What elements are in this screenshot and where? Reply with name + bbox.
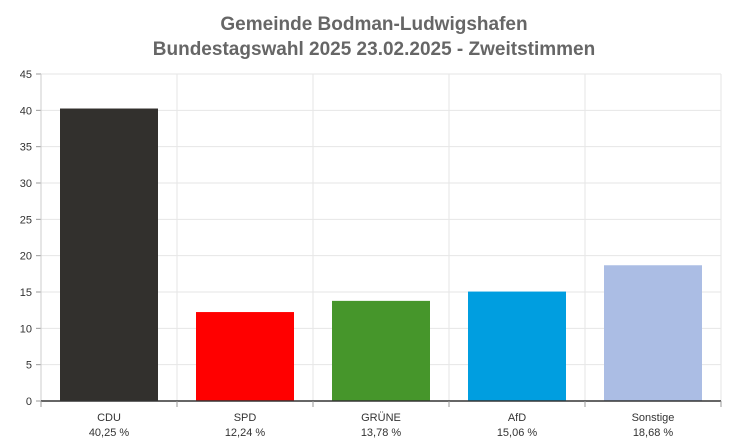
bar-cdu xyxy=(60,108,158,402)
y-tick-label: 45 xyxy=(20,69,32,81)
value-label: 15,06 % xyxy=(497,427,538,439)
x-tick-label: CDU xyxy=(97,412,121,424)
y-tick-label: 25 xyxy=(20,214,32,226)
bar-grüne xyxy=(332,300,430,401)
y-tick-label: 0 xyxy=(26,396,32,408)
y-tick-label: 30 xyxy=(20,178,32,190)
chart-subtitle: Bundestagswahl 2025 23.02.2025 - Zweitst… xyxy=(152,39,596,60)
y-tick-label: 35 xyxy=(20,142,32,154)
value-label: 40,25 % xyxy=(89,427,130,439)
bar-spd xyxy=(196,312,294,401)
bar-afd xyxy=(468,291,566,401)
y-tick-label: 10 xyxy=(20,323,32,335)
y-tick-label: 20 xyxy=(20,251,32,263)
y-tick-label: 15 xyxy=(20,287,32,299)
x-tick-label: AfD xyxy=(508,412,526,424)
value-label: 13,78 % xyxy=(361,427,402,439)
y-tick-label: 5 xyxy=(26,360,32,372)
x-tick-label: Sonstige xyxy=(632,412,675,424)
chart-title: Gemeinde Bodman-Ludwigshafen xyxy=(220,14,528,35)
x-tick-label: GRÜNE xyxy=(361,412,401,424)
x-tick-label: SPD xyxy=(234,412,257,424)
bar-sonstige xyxy=(604,265,702,401)
y-tick-label: 40 xyxy=(20,105,32,117)
value-label: 12,24 % xyxy=(225,427,266,439)
value-label: 18,68 % xyxy=(633,427,674,439)
